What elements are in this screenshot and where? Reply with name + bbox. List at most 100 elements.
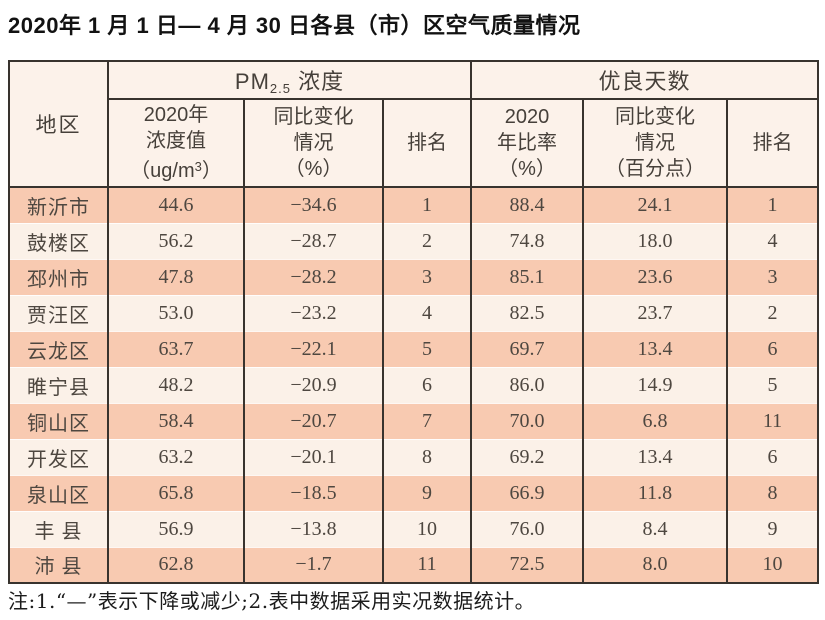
gd-change-cell: 23.6	[582, 258, 729, 295]
pm-change-cell: −18.5	[243, 474, 384, 511]
table-row: 丰 县 56.9 −13.8 10 76.0 8.4 9	[8, 510, 820, 547]
pm-value-cell: 48.2	[107, 366, 245, 403]
pm-change-cell: −34.6	[243, 186, 384, 223]
gd-ratio-header-line1: 2020	[504, 106, 550, 128]
gd-change-header-line2: 情况	[635, 132, 676, 154]
sub-header-row: 2020年 浓度值 （ug/m3） 同比变化 情况 （%） 排名 2020 年比…	[9, 98, 820, 188]
gd-rank-cell: 2	[726, 294, 820, 331]
pm-change-cell: −28.2	[243, 258, 384, 295]
page-title: 2020年 1 月 1 日— 4 月 30 日各县（市）区空气质量情况	[8, 13, 581, 38]
table-row: 新沂市 44.6 −34.6 1 88.4 24.1 1	[8, 186, 820, 223]
column-header-gd-rank: 排名	[726, 98, 820, 188]
gd-change-cell: 23.7	[582, 294, 729, 331]
gd-rank-cell: 1	[726, 186, 820, 223]
column-header-pm-change: 同比变化 情况 （%）	[243, 98, 384, 188]
gd-ratio-cell: 86.0	[470, 366, 585, 403]
gd-rank-cell: 10	[726, 546, 820, 583]
pm-rank-cell: 4	[381, 294, 473, 331]
pm-value-cell: 65.8	[107, 474, 245, 511]
pm25-label-suffix: 浓度	[290, 69, 345, 94]
gd-ratio-cell: 76.0	[470, 510, 585, 547]
gd-rank-cell: 6	[726, 330, 820, 367]
pm-value-cell: 62.8	[107, 546, 245, 583]
gd-ratio-cell: 66.9	[470, 474, 585, 511]
pm-change-cell: −20.7	[243, 402, 384, 439]
pm-rank-cell: 5	[381, 330, 473, 367]
gd-change-cell: 8.4	[582, 510, 729, 547]
gd-ratio-cell: 82.5	[470, 294, 585, 331]
region-cell: 新沂市	[8, 186, 109, 223]
region-cell: 沛 县	[8, 546, 109, 583]
gd-ratio-header-unit: （%）	[498, 158, 556, 180]
table-row: 开发区 63.2 −20.1 8 69.2 13.4 6	[8, 438, 820, 475]
pm-rank-cell: 10	[381, 510, 473, 547]
region-cell: 邳州市	[8, 258, 109, 295]
gd-change-cell: 18.0	[582, 222, 729, 259]
column-header-pm-value: 2020年 浓度值 （ug/m3）	[107, 98, 245, 188]
table-body: 新沂市 44.6 −34.6 1 88.4 24.1 1 鼓楼区 56.2 −2…	[8, 186, 820, 583]
column-header-region: 地区	[8, 60, 109, 188]
group-header-row: 地区 PM2.5 浓度 优良天数	[8, 60, 820, 188]
pm-change-header-unit: （%）	[284, 158, 343, 180]
region-cell: 丰 县	[8, 510, 109, 547]
pm-change-cell: −28.7	[243, 222, 384, 259]
pm-value-cell: 44.6	[107, 186, 245, 223]
table-row: 铜山区 58.4 −20.7 7 70.0 6.8 11	[8, 402, 820, 439]
pm-value-cell: 63.7	[107, 330, 245, 367]
gd-change-cell: 14.9	[582, 366, 729, 403]
pm-value-unit-suffix: ）	[201, 160, 222, 182]
gd-ratio-cell: 85.1	[470, 258, 585, 295]
gd-rank-cell: 6	[726, 438, 820, 475]
pm-value-header-line2: 浓度值	[146, 130, 206, 152]
column-header-gd-ratio: 2020 年比率 （%）	[470, 98, 585, 188]
pm-rank-cell: 1	[381, 186, 473, 223]
pm-change-header-line1: 同比变化	[273, 106, 354, 128]
table-row: 贾汪区 53.0 −23.2 4 82.5 23.7 2	[8, 294, 820, 331]
pm-value-cell: 56.9	[107, 510, 245, 547]
pm25-label-prefix: PM	[234, 69, 270, 94]
gd-ratio-cell: 74.8	[470, 222, 585, 259]
pm-rank-cell: 6	[381, 366, 473, 403]
table-row: 睢宁县 48.2 −20.9 6 86.0 14.9 5	[8, 366, 820, 403]
table-header: 地区 PM2.5 浓度 优良天数 2020年 浓度值 （ug/m3） 同比变化 …	[8, 60, 820, 188]
gd-change-header-line1: 同比变化	[615, 106, 696, 128]
pm-value-unit-prefix: （ug/m	[130, 160, 195, 182]
pm-change-cell: −23.2	[243, 294, 384, 331]
table-row: 沛 县 62.8 −1.7 11 72.5 8.0 10	[8, 546, 820, 583]
pm-rank-cell: 8	[381, 438, 473, 475]
column-header-gd-change: 同比变化 情况 （百分点）	[582, 98, 729, 188]
pm-value-cell: 56.2	[107, 222, 245, 259]
gd-ratio-cell: 88.4	[470, 186, 585, 223]
gd-change-header-unit: （百分点）	[605, 158, 706, 180]
pm-rank-cell: 3	[381, 258, 473, 295]
region-cell: 开发区	[8, 438, 109, 475]
gd-rank-cell: 3	[726, 258, 820, 295]
region-cell: 云龙区	[8, 330, 109, 367]
pm-change-cell: −22.1	[243, 330, 384, 367]
gd-ratio-cell: 72.5	[470, 546, 585, 583]
gd-rank-cell: 4	[726, 222, 820, 259]
gd-rank-cell: 11	[726, 402, 820, 439]
region-cell: 睢宁县	[8, 366, 109, 403]
pm-value-cell: 53.0	[107, 294, 245, 331]
table-row: 泉山区 65.8 −18.5 9 66.9 11.8 8	[8, 474, 820, 511]
pm-change-cell: −13.8	[243, 510, 384, 547]
pm-rank-cell: 2	[381, 222, 473, 259]
table-row: 鼓楼区 56.2 −28.7 2 74.8 18.0 4	[8, 222, 820, 259]
gd-ratio-header-line2: 年比率	[497, 132, 558, 154]
table-row: 云龙区 63.7 −22.1 5 69.7 13.4 6	[8, 330, 820, 367]
pm-change-header-line2: 情况	[293, 132, 334, 154]
gd-ratio-cell: 69.7	[470, 330, 585, 367]
column-header-pm-rank: 排名	[381, 98, 473, 188]
pm-change-cell: −20.1	[243, 438, 384, 475]
gd-change-cell: 8.0	[582, 546, 729, 583]
gd-rank-cell: 9	[726, 510, 820, 547]
pm-value-header-unit: （ug/m3）	[109, 154, 243, 184]
pm-change-cell: −20.9	[243, 366, 384, 403]
region-cell: 泉山区	[8, 474, 109, 511]
gd-change-cell: 13.4	[582, 330, 729, 367]
gd-ratio-cell: 70.0	[470, 402, 585, 439]
table-row: 邳州市 47.8 −28.2 3 85.1 23.6 3	[8, 258, 820, 295]
pm-value-unit-superscript: 3	[194, 159, 202, 174]
gd-change-cell: 6.8	[582, 402, 729, 439]
